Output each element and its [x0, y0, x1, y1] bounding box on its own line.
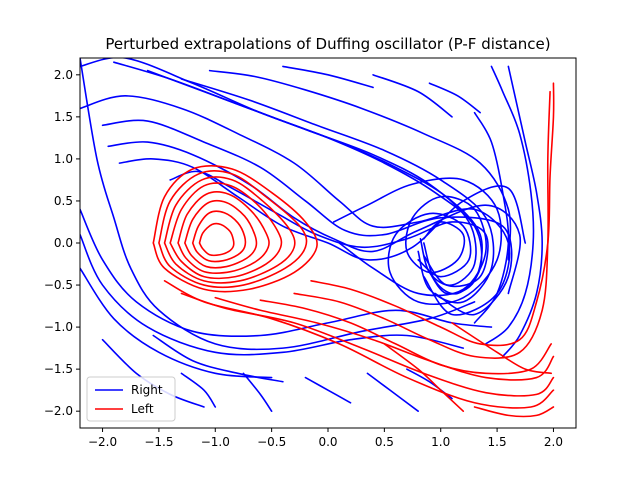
trajectory-right-7 [118, 158, 527, 261]
trajectory-right-19 [372, 74, 453, 118]
x-tick-label-0: −2.0 [88, 435, 117, 449]
trajectory-left-15 [383, 343, 465, 412]
trajectory-left-16 [473, 406, 555, 418]
x-tick-label-8: 2.0 [544, 435, 563, 449]
trajectory-right-18 [282, 65, 374, 89]
x-tick-label-6: 1.0 [431, 435, 450, 449]
x-axis: −2.0 −1.5 −1.0 −0.5 0.0 0.5 1.0 1.5 2.0 [88, 428, 563, 449]
y-tick-label-5: 0.5 [54, 194, 73, 208]
chart-title: Perturbed extrapolations of Duffing osci… [105, 35, 550, 53]
trajectories-layer [80, 58, 555, 418]
trajectory-left-7 [198, 222, 235, 257]
trajectory-left-14 [451, 322, 552, 375]
trajectory-right-6 [107, 141, 522, 295]
y-tick-label-8: 2.0 [54, 68, 73, 82]
trajectory-right-3 [180, 78, 495, 304]
legend-label-left: Left [131, 402, 154, 416]
y-tick-label-3: −0.5 [44, 278, 73, 292]
trajectory-left-0 [152, 164, 318, 293]
trajectory-right-28 [332, 177, 503, 306]
trajectory-right-25 [80, 58, 476, 351]
trajectory-right-20 [428, 82, 481, 114]
y-tick-label-4: 0.0 [54, 236, 73, 250]
trajectory-right-16 [366, 372, 419, 412]
trajectory-right-24 [473, 111, 510, 324]
trajectory-left-6 [191, 210, 247, 263]
x-tick-label-5: 0.5 [375, 435, 394, 449]
x-tick-label-1: −1.5 [144, 435, 173, 449]
trajectory-right-9 [80, 233, 465, 356]
x-tick-label-4: 0.0 [318, 435, 337, 449]
trajectory-right-23 [485, 65, 535, 345]
legend-label-right: Right [131, 383, 163, 397]
x-tick-label-2: −1.0 [201, 435, 230, 449]
trajectory-left-4 [177, 191, 270, 274]
trajectory-right-27 [338, 195, 487, 297]
trajectory-right-22 [501, 65, 543, 358]
legend-box [86, 376, 176, 422]
trajectory-right-13 [180, 372, 217, 408]
y-tick-label-2: −1.0 [44, 320, 73, 334]
trajectory-right-26 [169, 170, 489, 288]
trajectory-left-13 [163, 280, 555, 409]
x-tick-label-7: 1.5 [488, 435, 507, 449]
trajectory-left-2 [163, 176, 296, 284]
legend: Right Left [86, 376, 176, 422]
trajectory-left-1 [158, 170, 308, 289]
y-axis: −2.0 −1.5 −1.0 −0.5 0.0 0.5 1.0 1.5 2.0 [44, 68, 80, 418]
trajectory-right-14 [242, 372, 273, 412]
trajectory-right-2 [146, 69, 483, 295]
trajectory-left-3 [169, 182, 283, 280]
trajectory-right-5 [101, 119, 513, 316]
y-tick-label-7: 1.5 [54, 110, 73, 124]
trajectory-right-21 [208, 69, 512, 261]
trajectory-left-9 [293, 90, 551, 359]
trajectory-left-5 [184, 199, 258, 269]
trajectory-right-12 [152, 334, 284, 383]
trajectory-left-11 [214, 296, 555, 381]
y-tick-label-1: −1.5 [44, 362, 73, 376]
trajectory-right-10 [80, 267, 273, 379]
trajectory-left-8 [310, 82, 555, 347]
x-tick-label-3: −0.5 [257, 435, 286, 449]
y-tick-label-0: −2.0 [44, 404, 73, 418]
trajectory-right-15 [304, 376, 352, 404]
y-tick-label-6: 1.0 [54, 152, 73, 166]
